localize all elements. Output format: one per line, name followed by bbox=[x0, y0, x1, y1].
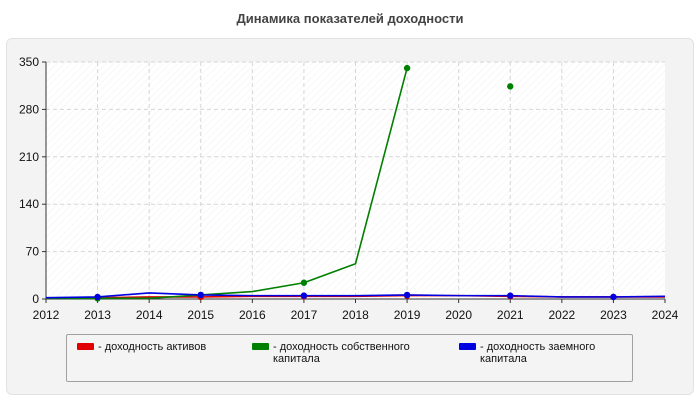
x-tick-label: 2015 bbox=[187, 308, 214, 322]
data-point-equity bbox=[403, 64, 411, 72]
legend-label-equity: - доходность собственного капитала bbox=[273, 341, 410, 365]
x-tick-label: 2022 bbox=[548, 308, 575, 322]
x-tick-label: 2013 bbox=[84, 308, 111, 322]
series-lines bbox=[45, 67, 666, 300]
data-point-debt bbox=[94, 293, 101, 301]
x-tick-label: 2020 bbox=[445, 308, 472, 322]
chart-title: Динамика показателей доходности bbox=[236, 11, 464, 26]
x-tick-label: 2023 bbox=[600, 308, 627, 322]
legend-label-debt: - доходность заемного капитала bbox=[480, 341, 596, 365]
legend-swatch-equity bbox=[252, 343, 269, 350]
series-points bbox=[94, 64, 617, 302]
chart-legend: - доходность активов - доходность собств… bbox=[66, 334, 633, 382]
y-tick-label: 210 bbox=[19, 150, 39, 164]
x-tick-label: 2019 bbox=[394, 308, 421, 322]
x-tick-label: 2024 bbox=[652, 308, 679, 322]
data-point-equity bbox=[507, 83, 514, 90]
x-axis-ticks: 2012 2013 2014 2015 2016 2017 2018 2019 2020 2021… bbox=[33, 299, 679, 322]
y-axis-ticks: 0 70 140 210 280 350 bbox=[19, 55, 46, 306]
x-tick-label: 2017 bbox=[291, 308, 318, 322]
x-tick-label: 2018 bbox=[342, 308, 369, 322]
y-tick-label: 280 bbox=[19, 102, 39, 116]
x-tick-label: 2016 bbox=[239, 308, 266, 322]
grid-lines bbox=[46, 61, 665, 299]
x-tick-label: 2014 bbox=[136, 308, 163, 322]
data-point-debt bbox=[610, 293, 617, 301]
series-line-debt bbox=[45, 292, 666, 299]
x-tick-label: 2021 bbox=[497, 308, 524, 322]
legend-swatch-assets bbox=[77, 343, 94, 350]
x-tick-label: 2012 bbox=[33, 308, 60, 322]
data-point-debt bbox=[403, 291, 411, 299]
series-line-equity bbox=[46, 67, 408, 300]
y-tick-label: 70 bbox=[26, 245, 40, 259]
data-point-debt bbox=[300, 292, 308, 299]
data-point-debt bbox=[507, 292, 514, 299]
legend-label-assets: - доходность активов bbox=[98, 341, 207, 353]
legend-swatch-debt bbox=[459, 343, 476, 350]
data-point-equity bbox=[300, 279, 308, 286]
data-point-debt bbox=[197, 291, 204, 299]
y-tick-label: 0 bbox=[32, 292, 39, 306]
y-tick-label: 350 bbox=[19, 55, 39, 69]
y-tick-label: 140 bbox=[19, 197, 39, 211]
